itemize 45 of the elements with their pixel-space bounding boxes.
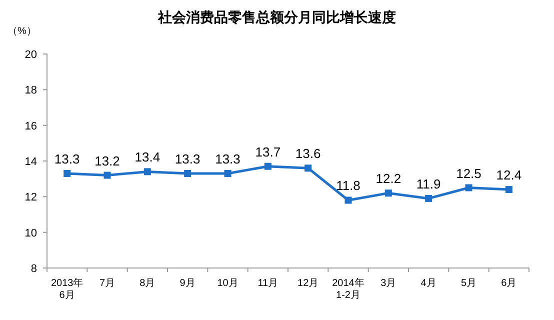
y-tick-label: 18 [24,84,37,97]
data-label: 13.3 [54,151,80,166]
x-tick-label: 2014年 1-2月 [332,277,364,301]
data-label: 13.6 [295,146,321,162]
chart-title: 社会消费品零售总额分月同比增长速度 [157,9,396,25]
point [64,170,71,177]
data-label: 11.8 [336,178,360,194]
x-tick-label: 12月 [298,278,319,289]
x-tick-label: 11月 [258,278,278,289]
point [344,196,352,204]
point [144,168,151,176]
point [384,190,392,197]
x-tick-label: 10月 [217,278,238,289]
x-tick-label: 3月 [380,278,396,289]
y-tick-label: 16 [24,120,37,132]
point [505,186,512,194]
point [425,194,432,202]
point [304,164,312,172]
x-tick-label: 4月 [420,278,436,289]
x-tick-label: 2013年 6月 [50,277,84,301]
x-tick-label: 9月 [180,278,196,289]
point [104,172,111,179]
data-label: 13.3 [174,151,200,166]
y-tick-label: 8 [30,263,37,275]
x-tick-label: 6月 [501,278,517,289]
point [264,162,272,170]
data-label: 13.4 [134,150,160,165]
y-tick-label: 12 [24,192,37,204]
y-axis-title: （%） [8,26,36,37]
x-tick-label: 8月 [140,278,156,289]
data-label: 11.9 [416,176,441,192]
x-tick-label: 7月 [99,278,116,289]
data-label: 12.5 [456,166,482,181]
y-tick-label: 14 [24,156,37,168]
data-label: 13.2 [94,153,120,168]
point [224,170,232,177]
point [184,170,192,177]
y-tick-label: 20 [24,49,37,61]
data-label: 12.2 [376,171,402,186]
data-label: 13.3 [215,151,240,166]
x-tick-label: 5月 [460,278,477,289]
data-label: 12.4 [496,168,522,183]
y-tick-label: 10 [24,227,37,240]
point [465,184,472,192]
data-label: 13.7 [255,144,281,160]
